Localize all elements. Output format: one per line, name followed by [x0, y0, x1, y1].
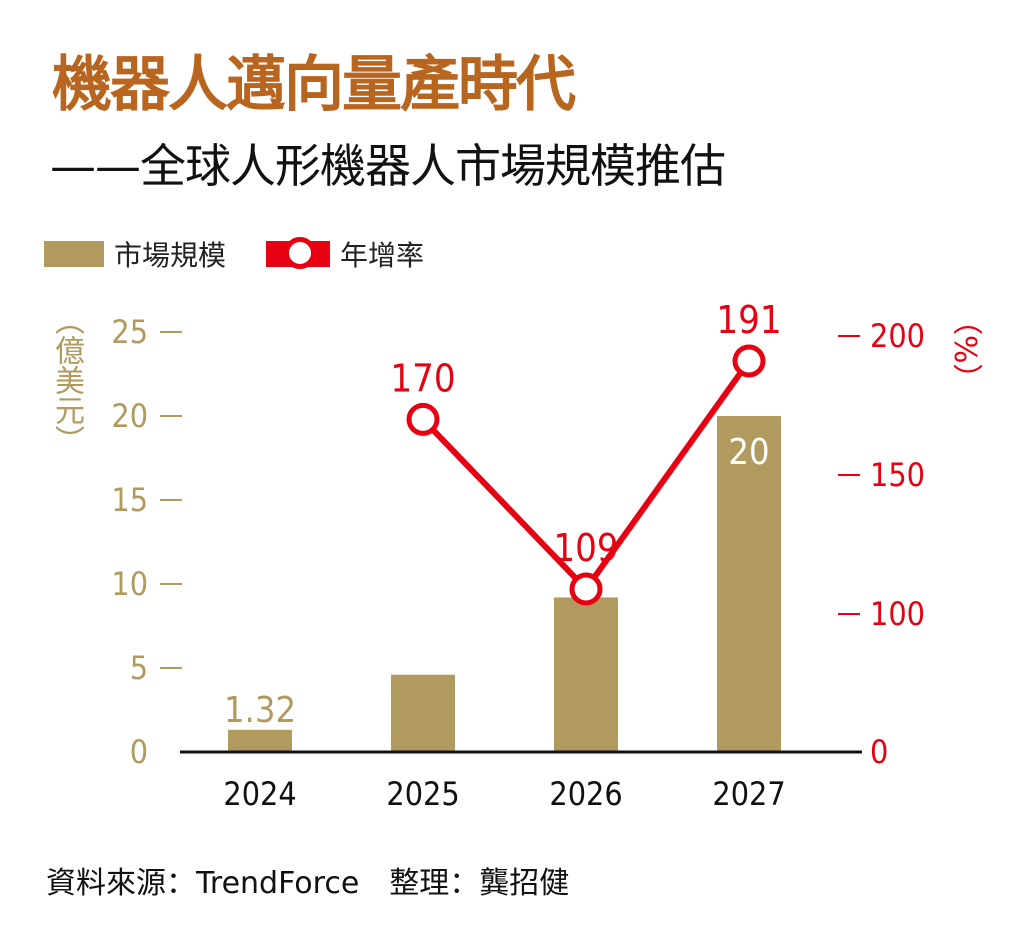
- right-tick-label: 0: [870, 733, 888, 771]
- chart-title: 機器人邁向量產時代: [52, 50, 576, 120]
- left-tick-label: 15: [111, 481, 148, 519]
- chart-subtitle: ——全球人形機器人市場規模推估: [50, 139, 726, 193]
- x-tick-label: 2024: [223, 775, 296, 813]
- right-tick-label: 150: [870, 456, 925, 494]
- legend-line-marker: [284, 237, 317, 269]
- x-tick-label: 2025: [386, 775, 459, 813]
- legend-line-swatch: [266, 237, 331, 269]
- growth-rate-point-2027: [732, 344, 766, 378]
- bar-2024: [228, 729, 292, 752]
- left-tick-label: 25: [111, 313, 148, 351]
- x-tick-label: 2027: [712, 775, 785, 813]
- bar-value-label: 20: [728, 432, 769, 473]
- left-tick-label: 0: [130, 733, 148, 771]
- growth-rate-label: 170: [390, 356, 455, 400]
- legend-line-label: 年增率: [340, 239, 425, 272]
- growth-rate-point-2025: [406, 402, 440, 436]
- left-tick-label: 20: [111, 397, 148, 435]
- right-tick-label: 200: [870, 317, 925, 355]
- right-tick-label: 100: [870, 595, 925, 633]
- legend-bar-swatch: [44, 241, 104, 267]
- legend-bar-label: 市場規模: [114, 239, 227, 272]
- growth-rate-label: 109: [553, 526, 618, 570]
- bar-value-label: 1.32: [224, 690, 296, 731]
- source-note: 資料來源：TrendForce 整理：龔招健: [46, 866, 570, 901]
- bar-2027: [717, 416, 781, 752]
- x-tick-label: 2026: [549, 775, 622, 813]
- right-axis-label: （%）: [947, 305, 982, 394]
- left-axis-label: （億美元）: [49, 305, 84, 455]
- bar-2026: [554, 597, 618, 752]
- left-tick-label: 5: [130, 649, 148, 687]
- growth-rate-point-2026: [569, 572, 603, 606]
- growth-rate-label: 191: [716, 298, 781, 342]
- bar-2025: [391, 674, 455, 752]
- legend: 市場規模 年增率: [44, 234, 424, 274]
- left-tick-label: 10: [111, 565, 148, 603]
